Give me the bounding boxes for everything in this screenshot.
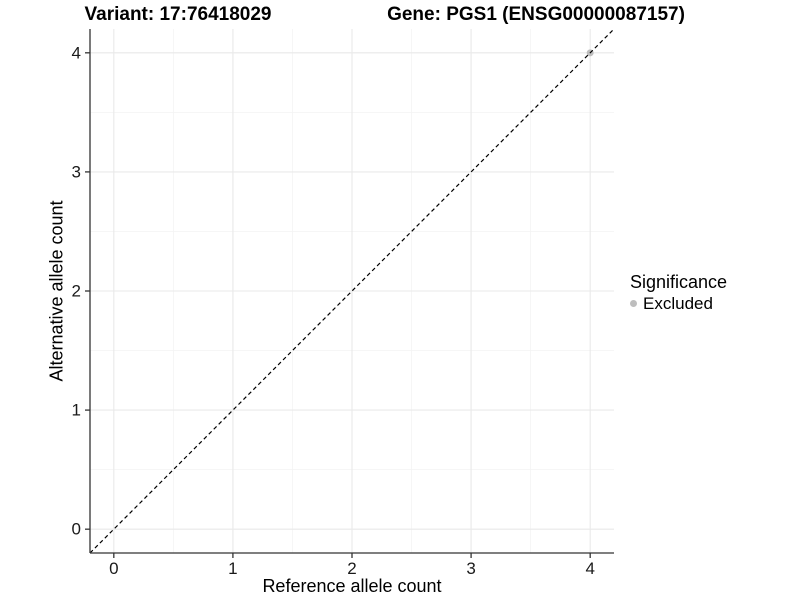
legend: Significance Excluded bbox=[630, 271, 727, 314]
plot-title-gene: Gene: PGS1 (ENSG00000087157) bbox=[387, 4, 685, 25]
legend-item-label: Excluded bbox=[643, 294, 713, 313]
x-axis-title: Reference allele count bbox=[262, 576, 442, 596]
y-tick-label: 1 bbox=[72, 401, 81, 420]
x-tick-label: 3 bbox=[466, 559, 475, 578]
x-tick-label: 2 bbox=[347, 559, 356, 578]
x-tick-label: 4 bbox=[585, 559, 594, 578]
y-tick-label: 2 bbox=[72, 282, 81, 301]
identity-line bbox=[89, 28, 615, 554]
x-tick-label: 1 bbox=[228, 559, 237, 578]
legend-title: Significance bbox=[630, 272, 728, 292]
y-tick-label: 4 bbox=[72, 43, 81, 62]
legend-point-icon bbox=[630, 300, 637, 307]
legend-item-excluded: Excluded bbox=[630, 293, 727, 314]
y-tick-label: 0 bbox=[72, 520, 81, 539]
y-axis-title: Alternative allele count bbox=[46, 200, 67, 382]
plot-title-variant: Variant: 17:76418029 bbox=[84, 4, 272, 25]
x-tick-label: 0 bbox=[109, 559, 118, 578]
y-tick-label: 3 bbox=[72, 162, 81, 181]
